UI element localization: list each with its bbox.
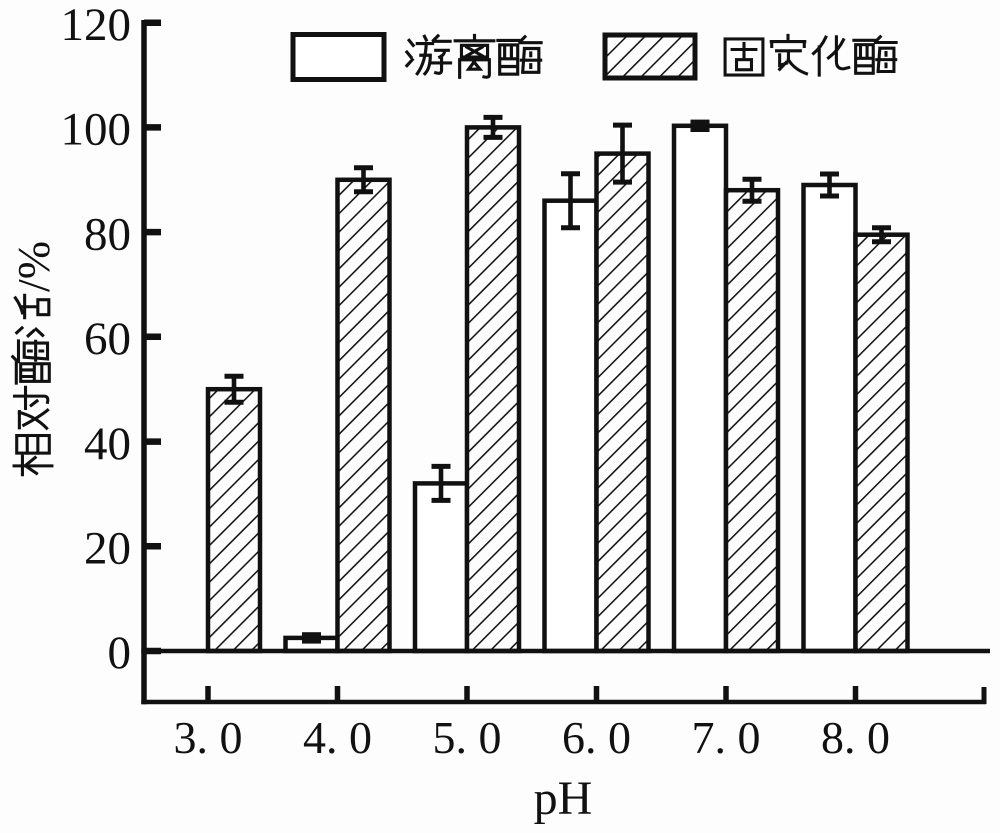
svg-text:8. 0: 8. 0	[821, 712, 890, 763]
svg-text:7. 0: 7. 0	[692, 712, 761, 763]
svg-text:120: 120	[61, 0, 132, 51]
svg-text:4. 0: 4. 0	[303, 712, 372, 763]
svg-text:20: 20	[84, 523, 131, 575]
svg-text:0: 0	[108, 627, 132, 679]
svg-text:pH: pH	[534, 772, 593, 825]
svg-text:40: 40	[84, 418, 131, 470]
svg-text:100: 100	[61, 104, 132, 156]
svg-text:3. 0: 3. 0	[174, 712, 243, 763]
svg-text:80: 80	[84, 208, 131, 260]
svg-text:60: 60	[84, 313, 131, 365]
svg-text:/%: /%	[8, 241, 59, 292]
svg-text:6. 0: 6. 0	[562, 712, 631, 763]
svg-text:5. 0: 5. 0	[433, 712, 502, 763]
